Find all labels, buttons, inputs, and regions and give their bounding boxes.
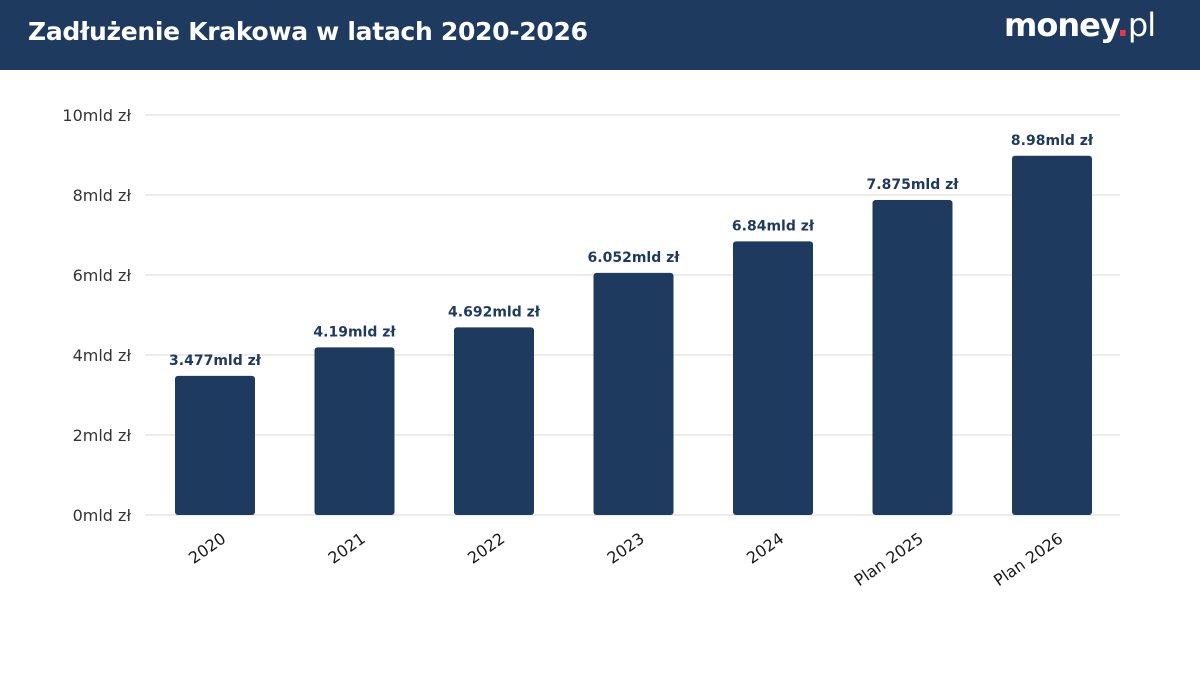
data-labels: 3.477mld zł 4.19mld zł 4.692mld zł 6.052mld…	[169, 133, 1094, 369]
chart-title: Zadłużenie Krakowa w latach 2020-2026	[28, 17, 588, 46]
logo-tld: pl	[1127, 6, 1156, 44]
y-tick-label: 8mld zł	[73, 186, 132, 205]
bar	[593, 272, 674, 515]
x-tick-label: 2023	[604, 529, 648, 568]
y-tick-label: 2mld zł	[73, 426, 132, 445]
data-label: 4.692mld zł	[448, 304, 541, 320]
bar	[733, 241, 813, 515]
x-tick-label: Plan 2025	[850, 529, 926, 590]
x-axis-ticks: 2020 2021 2022 2023 2024 Plan 2025 Plan 2026	[185, 529, 1066, 590]
bar	[314, 347, 395, 515]
bar	[454, 327, 534, 515]
logo-main: money	[1004, 6, 1118, 44]
y-axis-ticks: 0mld zł 2mld zł 4mld zł 6mld zł 8mld zł 10mld…	[62, 106, 131, 525]
data-label: 6.84mld zł	[732, 218, 815, 234]
y-tick-label: 6mld zł	[73, 266, 132, 285]
y-tick-label: 0mld zł	[73, 506, 132, 525]
y-tick-label: 4mld zł	[73, 346, 132, 365]
bars	[175, 155, 1092, 516]
bar-chart: 0mld zł 2mld zł 4mld zł 6mld zł 8mld zł 10mld…	[62, 106, 1120, 590]
bar	[1012, 155, 1092, 516]
money-pl-logo: money.pl	[1004, 6, 1156, 44]
x-tick-label: Plan 2026	[990, 529, 1066, 590]
data-label: 4.19mld zł	[313, 324, 396, 340]
data-label: 8.98mld zł	[1011, 133, 1094, 149]
y-tick-label: 10mld zł	[62, 106, 131, 125]
logo-dot: .	[1116, 6, 1129, 44]
bar	[175, 375, 255, 515]
data-label: 7.875mld zł	[867, 177, 960, 193]
chart-header: Zadłużenie Krakowa w latach 2020-2026 mo…	[0, 0, 1200, 70]
x-tick-label: 2022	[464, 529, 508, 568]
data-label: 6.052mld zł	[588, 250, 681, 266]
x-tick-label: 2024	[743, 529, 787, 568]
bar	[872, 200, 953, 515]
data-label: 3.477mld zł	[169, 353, 262, 369]
x-tick-label: 2021	[325, 529, 369, 568]
x-tick-label: 2020	[185, 529, 229, 568]
